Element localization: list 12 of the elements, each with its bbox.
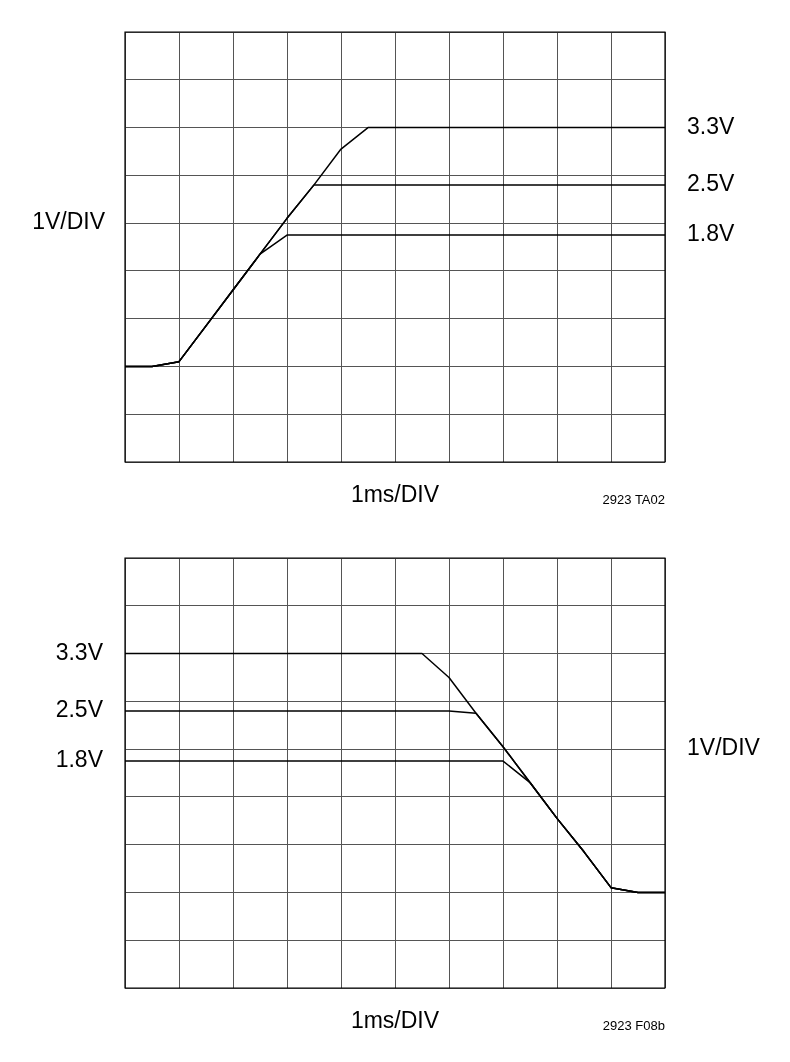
series-label: 2.5V (687, 170, 735, 197)
series-label: 3.3V (55, 638, 104, 665)
x-axis-title: 1ms/DIV (350, 1007, 440, 1034)
y-axis-title: 1V/DIV (687, 734, 761, 761)
text: 2923 TA02 (602, 491, 665, 507)
text: 2923 F08b (602, 1017, 665, 1033)
y-axis-title: 1V/DIV (32, 208, 106, 235)
x-axis-title: 1ms/DIV (350, 481, 440, 508)
series-label: 1.8V (55, 746, 104, 773)
series-label: 1.8V (687, 220, 735, 247)
series-label: 2.5V (55, 696, 104, 723)
series-label: 3.3V (687, 112, 735, 139)
